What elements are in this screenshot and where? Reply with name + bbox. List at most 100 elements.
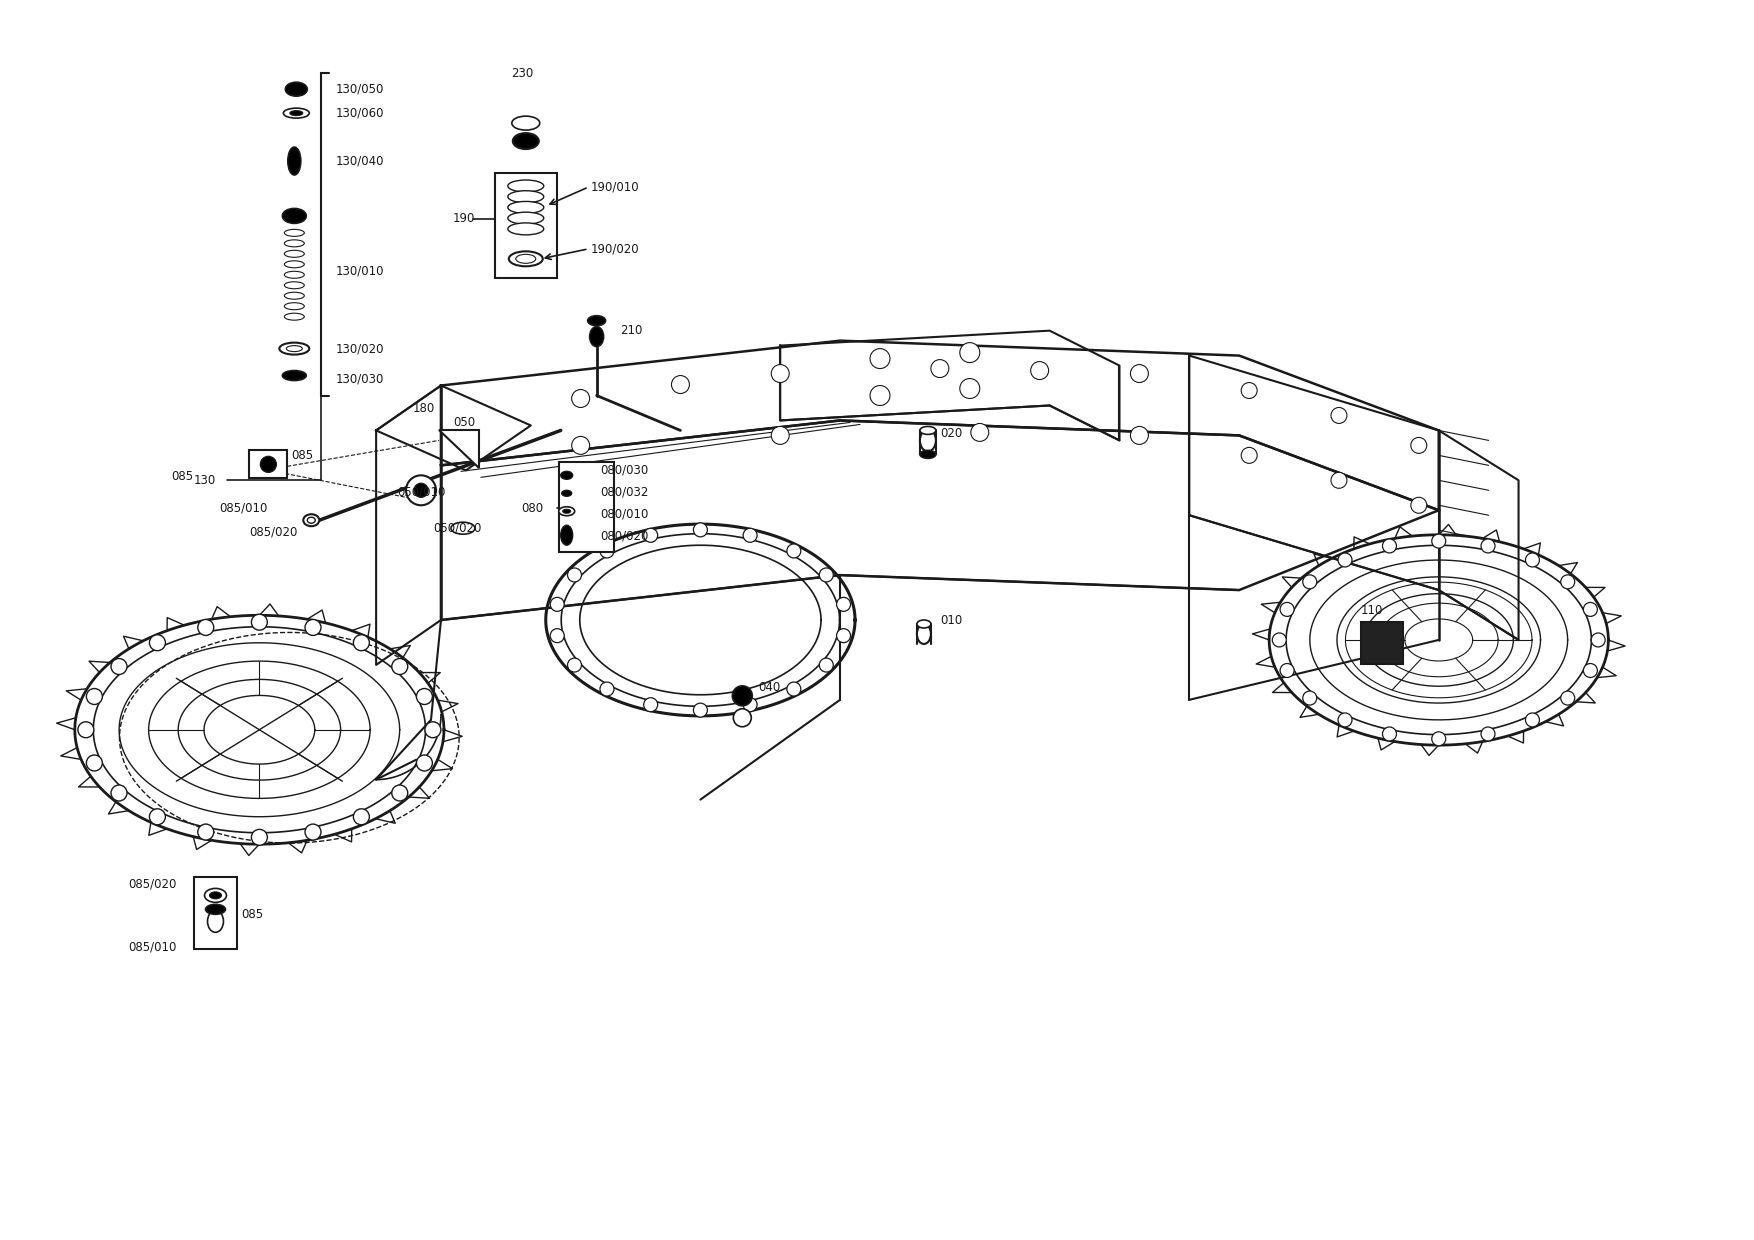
Circle shape bbox=[693, 703, 707, 717]
Text: 080/030: 080/030 bbox=[600, 464, 649, 477]
Ellipse shape bbox=[279, 342, 309, 355]
Circle shape bbox=[1130, 427, 1149, 444]
Circle shape bbox=[744, 698, 758, 712]
Circle shape bbox=[1242, 448, 1258, 464]
Bar bbox=[1361, 622, 1403, 663]
Circle shape bbox=[1431, 534, 1445, 548]
Circle shape bbox=[416, 755, 433, 771]
Text: 130/050: 130/050 bbox=[335, 83, 384, 95]
Circle shape bbox=[644, 528, 658, 542]
Circle shape bbox=[1031, 362, 1049, 379]
Ellipse shape bbox=[509, 212, 544, 224]
Text: 190/020: 190/020 bbox=[591, 242, 638, 255]
Circle shape bbox=[572, 436, 589, 454]
Circle shape bbox=[1431, 732, 1445, 745]
Text: 080/010: 080/010 bbox=[600, 507, 649, 521]
Circle shape bbox=[1338, 553, 1352, 567]
Text: 085: 085 bbox=[172, 470, 193, 482]
Ellipse shape bbox=[282, 208, 307, 223]
Bar bbox=[560, 463, 614, 552]
Circle shape bbox=[1584, 603, 1598, 616]
Circle shape bbox=[1280, 663, 1294, 677]
Ellipse shape bbox=[205, 888, 226, 903]
Circle shape bbox=[788, 682, 802, 696]
Ellipse shape bbox=[919, 427, 937, 434]
Text: 130/020: 130/020 bbox=[335, 342, 384, 355]
Circle shape bbox=[260, 456, 277, 472]
Text: 130: 130 bbox=[193, 474, 216, 487]
Circle shape bbox=[970, 423, 989, 441]
Text: 080/032: 080/032 bbox=[600, 486, 649, 498]
Ellipse shape bbox=[561, 526, 574, 546]
Circle shape bbox=[837, 598, 851, 611]
Circle shape bbox=[391, 658, 407, 675]
Circle shape bbox=[837, 629, 851, 642]
Circle shape bbox=[77, 722, 95, 738]
Circle shape bbox=[1526, 713, 1540, 727]
Circle shape bbox=[788, 544, 802, 558]
Circle shape bbox=[959, 342, 980, 362]
Ellipse shape bbox=[516, 254, 535, 263]
Text: 130/010: 130/010 bbox=[335, 264, 384, 278]
Circle shape bbox=[86, 688, 102, 704]
Ellipse shape bbox=[286, 346, 302, 352]
Circle shape bbox=[198, 825, 214, 839]
Circle shape bbox=[1303, 691, 1317, 706]
Circle shape bbox=[600, 682, 614, 696]
Circle shape bbox=[407, 475, 437, 505]
Circle shape bbox=[391, 785, 407, 801]
Bar bbox=[249, 450, 288, 479]
Ellipse shape bbox=[512, 133, 538, 149]
Circle shape bbox=[572, 389, 589, 408]
Circle shape bbox=[1382, 727, 1396, 742]
Circle shape bbox=[1480, 727, 1494, 742]
Circle shape bbox=[198, 620, 214, 635]
Ellipse shape bbox=[509, 201, 544, 213]
Ellipse shape bbox=[284, 229, 303, 237]
Text: 085/020: 085/020 bbox=[249, 526, 298, 538]
Ellipse shape bbox=[284, 108, 309, 118]
Circle shape bbox=[644, 698, 658, 712]
Circle shape bbox=[568, 658, 582, 672]
Text: 050/020: 050/020 bbox=[433, 522, 481, 534]
Text: 085/020: 085/020 bbox=[128, 878, 177, 890]
Text: 230: 230 bbox=[510, 67, 533, 79]
Ellipse shape bbox=[509, 252, 542, 267]
Ellipse shape bbox=[561, 471, 574, 480]
Circle shape bbox=[305, 825, 321, 839]
Ellipse shape bbox=[561, 490, 572, 496]
Polygon shape bbox=[438, 430, 479, 469]
Ellipse shape bbox=[282, 371, 307, 381]
Circle shape bbox=[1382, 539, 1396, 553]
Ellipse shape bbox=[284, 293, 303, 299]
Ellipse shape bbox=[509, 180, 544, 192]
Text: 020: 020 bbox=[940, 427, 963, 440]
Circle shape bbox=[959, 378, 980, 398]
Ellipse shape bbox=[589, 326, 603, 347]
Text: 010: 010 bbox=[940, 614, 963, 626]
Circle shape bbox=[1280, 603, 1294, 616]
Ellipse shape bbox=[284, 314, 303, 320]
Circle shape bbox=[672, 376, 689, 393]
Text: 050/010: 050/010 bbox=[396, 486, 446, 498]
Text: 130/030: 130/030 bbox=[335, 372, 384, 386]
Ellipse shape bbox=[284, 281, 303, 289]
Circle shape bbox=[551, 629, 565, 642]
Ellipse shape bbox=[919, 429, 937, 451]
Circle shape bbox=[1272, 632, 1286, 647]
Circle shape bbox=[819, 568, 833, 582]
Ellipse shape bbox=[205, 904, 226, 914]
Ellipse shape bbox=[286, 82, 307, 97]
Ellipse shape bbox=[289, 110, 303, 115]
Ellipse shape bbox=[284, 239, 303, 247]
Circle shape bbox=[111, 658, 126, 675]
Text: 080/020: 080/020 bbox=[600, 529, 649, 543]
Ellipse shape bbox=[288, 148, 300, 175]
Circle shape bbox=[414, 484, 428, 497]
Ellipse shape bbox=[451, 522, 475, 534]
Ellipse shape bbox=[512, 117, 540, 130]
Circle shape bbox=[870, 386, 889, 405]
Text: 180: 180 bbox=[412, 402, 435, 415]
Text: 130/060: 130/060 bbox=[335, 107, 384, 119]
Circle shape bbox=[772, 365, 789, 382]
